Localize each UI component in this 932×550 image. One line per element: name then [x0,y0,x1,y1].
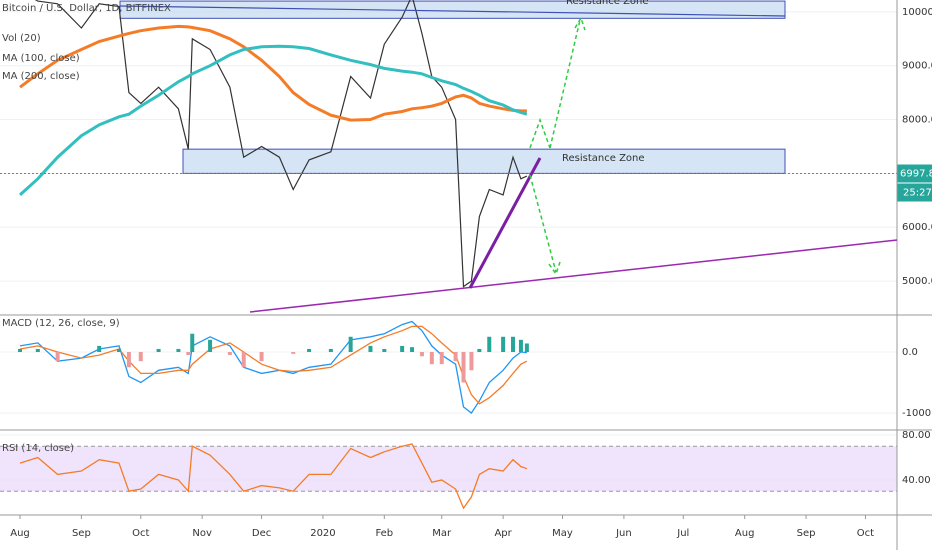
histogram-bar [97,345,102,353]
histogram-bar [328,348,333,353]
x-tick-label: Feb [375,528,393,539]
histogram-bar [348,336,353,353]
histogram-bar [477,348,482,353]
x-tick-label: Sep [72,528,91,539]
histogram-bar [518,339,523,353]
histogram-bar [55,352,60,362]
histogram-bar [227,352,232,356]
panel [0,0,897,288]
histogram-bar [126,352,131,368]
y-tick-label: 9000.0 [902,61,932,72]
histogram-bar [501,336,506,353]
y-tick-label: 8000.0 [902,115,932,126]
x-tick-label: Nov [192,528,212,539]
zone-label: Resistance Zone [562,153,645,164]
legend-macd: MACD (12, 26, close, 9) [2,318,120,329]
histogram-bar [176,348,181,353]
x-tick-label: May [552,528,573,539]
x-tick-label: Oct [132,528,149,539]
histogram-bar [461,352,466,383]
zone-label: Resistance Zone [566,0,649,7]
histogram-bar [259,352,264,362]
histogram-bar [156,348,161,353]
resistance-zone [119,0,786,19]
countdown-box [897,183,932,202]
zone-line [119,5,786,17]
projection-arrows [529,16,586,276]
y-tick-label: 80.00 [902,430,931,441]
resistance-zone [182,148,786,174]
series-line [18,44,528,197]
legend-title: Bitcoin / U.S. Dollar, 1D, BITFINEX [2,3,171,14]
x-tick-label: Jul [676,528,689,539]
histogram-bar [439,352,444,365]
legend-ma200: MA (200, close) [2,71,80,82]
y-tick-label: -1000.0 [902,408,932,419]
histogram-bar [117,348,121,353]
histogram-bar [291,352,296,354]
y-tick-label: 40.00 [902,475,931,486]
histogram-bar [511,336,516,353]
histogram-bar [208,339,213,353]
histogram-bar [469,352,474,371]
x-tick-label: Sep [797,528,816,539]
histogram-bar [18,348,22,353]
trend-line [468,157,542,289]
x-tick-label: Aug [10,528,30,539]
x-tick-label: Dec [252,528,271,539]
x-tick-label: Apr [494,528,512,539]
y-tick-label: 6000.0 [902,222,932,233]
series-line [34,0,528,288]
histogram-bar [35,348,40,353]
x-tick-label: Jun [615,528,632,539]
histogram-bar [307,348,312,353]
x-tick-label: 2020 [310,528,335,539]
y-tick-label: 0.0 [902,347,918,358]
legend-rsi: RSI (14, close) [2,443,74,454]
series-line [19,24,527,122]
histogram-bar [382,348,387,353]
x-tick-label: Aug [735,528,755,539]
x-tick-label: Oct [857,528,874,539]
histogram-bar [138,352,143,362]
series-line [19,443,528,510]
histogram-bar [186,352,191,356]
panel [0,434,897,510]
histogram-bar [400,345,405,353]
last-price: 6997.8 [900,169,932,180]
histogram-bar [524,343,529,353]
y-tick-label: 5000.0 [902,276,932,287]
legend-volume: Vol (20) [2,33,41,44]
histogram-bar [368,345,373,353]
legend-ma100: MA (100, close) [2,53,80,64]
y-tick-label: 10000.0 [902,7,932,18]
histogram-bar [419,352,424,357]
series-line [19,320,527,414]
histogram-bar [429,352,434,365]
x-tick-label: Mar [432,528,452,539]
price-box [897,164,932,183]
histogram-bar [487,336,492,353]
histogram-bar [241,352,246,368]
histogram-bar [190,333,195,353]
countdown: 25:27 [903,188,932,199]
support-line [249,239,898,313]
panel [0,320,897,414]
histogram-bar [410,347,415,353]
histogram-bar [453,352,458,362]
